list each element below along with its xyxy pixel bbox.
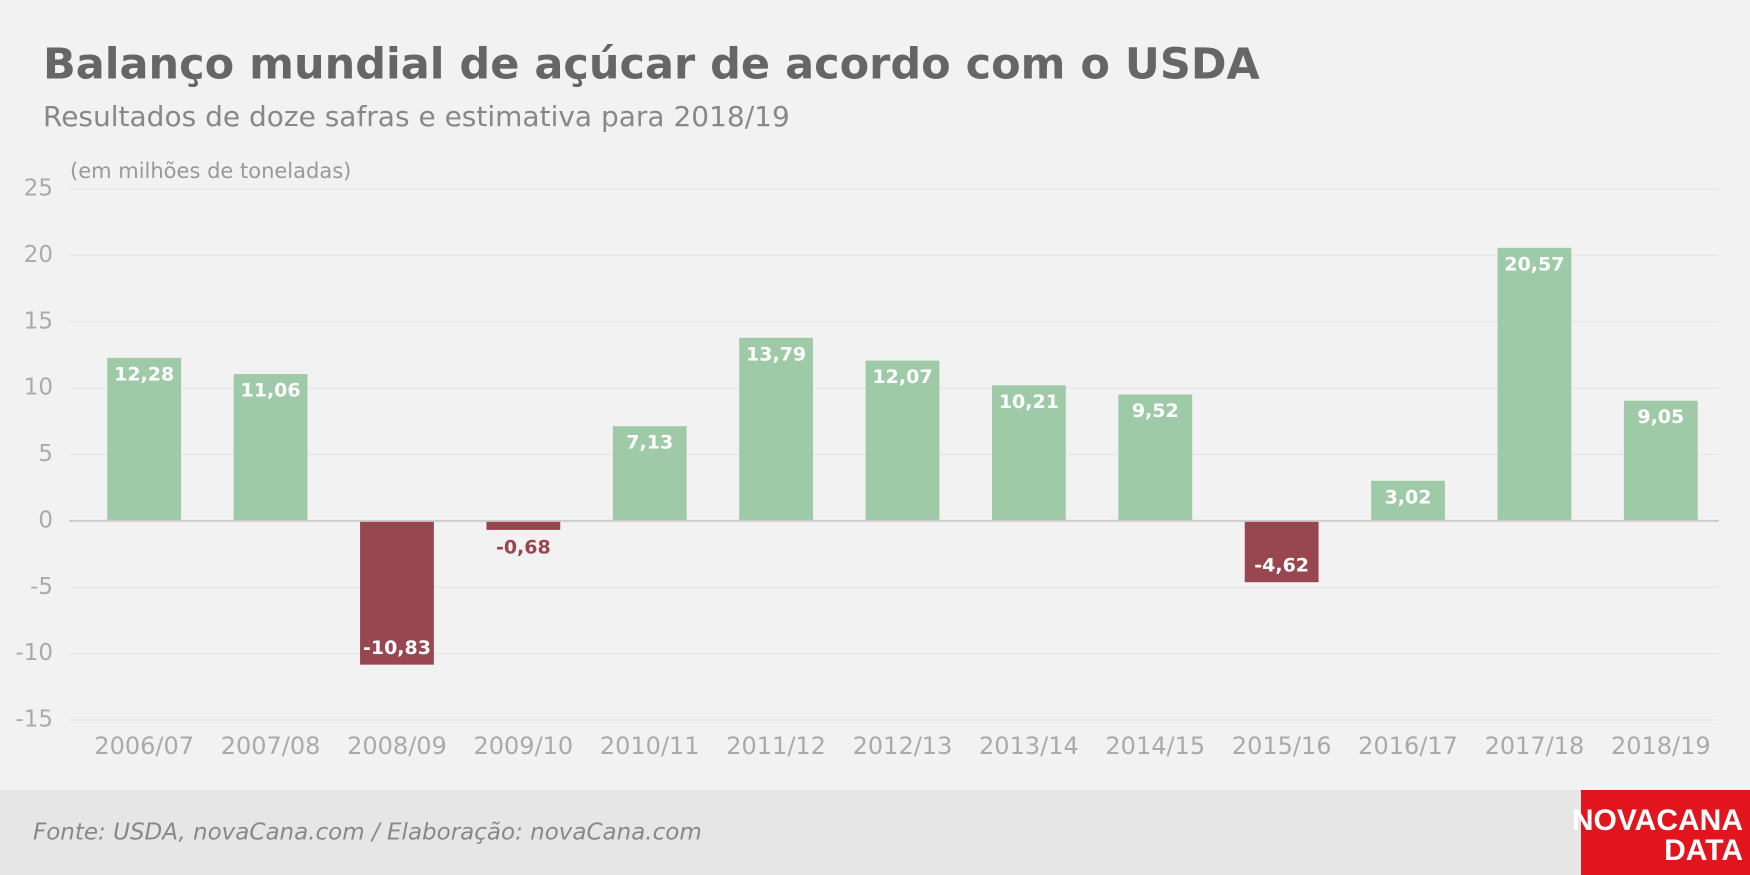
y-tick-label: 5 — [38, 441, 53, 467]
chart-title: Balanço mundial de açúcar de acordo com … — [43, 40, 1261, 90]
bar — [612, 426, 687, 521]
y-tick-label: -5 — [30, 574, 53, 600]
bar — [1371, 480, 1445, 521]
x-tick-label: 2018/19 — [1611, 732, 1711, 760]
value-label: -4,62 — [1254, 555, 1309, 577]
footer-band — [0, 790, 1750, 875]
y-axis-label: (em milhões de toneladas) — [70, 159, 351, 183]
y-tick-label: 15 — [24, 308, 53, 334]
value-label: 9,05 — [1637, 406, 1684, 428]
x-tick-label: 2015/16 — [1232, 732, 1332, 760]
value-label: -10,83 — [363, 637, 431, 659]
bar — [991, 385, 1066, 521]
y-tick-label: 25 — [24, 176, 53, 202]
value-label: 11,06 — [241, 380, 301, 402]
value-label: 9,52 — [1132, 400, 1179, 422]
y-tick-label: 10 — [24, 375, 53, 401]
x-tick-label: 2008/09 — [347, 732, 447, 760]
logo — [1581, 790, 1750, 875]
chart-subtitle: Resultados de doze safras e estimativa p… — [43, 100, 790, 133]
value-label: 10,21 — [999, 391, 1059, 413]
bar — [107, 357, 182, 521]
value-label: 12,28 — [114, 363, 174, 385]
x-tick-label: 2006/07 — [94, 732, 194, 760]
bar — [486, 520, 561, 530]
logo-bottom: DATA — [1664, 834, 1743, 867]
bar — [1118, 394, 1193, 521]
bar — [360, 520, 434, 665]
value-label: 20,57 — [1504, 253, 1564, 275]
bar — [739, 337, 814, 521]
y-tick-label: -10 — [15, 640, 53, 666]
bar — [865, 360, 940, 521]
y-tick-label: 20 — [24, 242, 53, 268]
logo-top: NOVACANA — [1572, 804, 1743, 837]
value-label: 3,02 — [1385, 486, 1432, 508]
x-tick-label: 2011/12 — [726, 732, 826, 760]
x-tick-label: 2013/14 — [979, 732, 1079, 760]
x-tick-label: 2017/18 — [1485, 732, 1585, 760]
x-tick-label: 2010/11 — [600, 732, 700, 760]
footer-source: Fonte: USDA, novaCana.com / Elaboração: … — [33, 820, 702, 846]
x-tick-label: 2007/08 — [221, 732, 321, 760]
bar — [1244, 520, 1319, 583]
bar — [1497, 247, 1572, 521]
y-tick-label: 0 — [38, 507, 53, 533]
value-label: 7,13 — [626, 432, 673, 454]
y-tick-label: -15 — [15, 707, 53, 733]
value-label: 13,79 — [746, 343, 806, 365]
x-tick-label: 2012/13 — [853, 732, 953, 760]
x-tick-label: 2016/17 — [1358, 732, 1458, 760]
x-tick-label: 2009/10 — [473, 732, 573, 760]
bar — [1623, 400, 1698, 521]
bar — [233, 374, 308, 521]
x-tick-label: 2014/15 — [1105, 732, 1205, 760]
value-label: 12,07 — [872, 366, 932, 388]
value-label: -0,68 — [496, 536, 551, 558]
